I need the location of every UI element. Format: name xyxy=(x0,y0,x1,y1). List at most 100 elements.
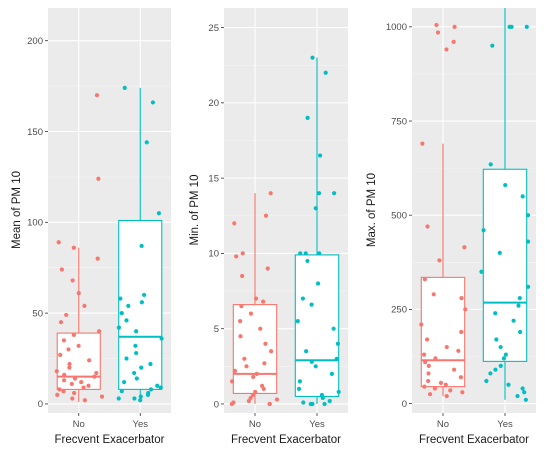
box xyxy=(232,304,278,394)
data-point xyxy=(425,224,430,229)
data-point xyxy=(116,396,121,401)
data-point xyxy=(79,380,84,385)
data-point xyxy=(506,382,511,387)
panel-2: 0 5 10 15 20 25 No Yes Frecvent Exacerbator Min. … xyxy=(189,8,348,446)
y-tick-label: 500 xyxy=(391,211,407,222)
data-point xyxy=(494,337,499,342)
data-point xyxy=(525,284,531,289)
data-point xyxy=(248,311,254,316)
data-point xyxy=(298,251,303,256)
data-point xyxy=(253,389,258,395)
data-point xyxy=(507,24,512,29)
data-point xyxy=(118,296,123,301)
box xyxy=(118,219,163,390)
data-point xyxy=(520,194,525,199)
panel-1: 0 50 100 150 200 No Yes Frecvent Exacerbator Mea… xyxy=(11,8,171,446)
y-axis-title: Mean of PM 10 xyxy=(11,171,23,249)
data-point xyxy=(498,344,503,350)
data-point xyxy=(444,47,449,52)
data-point xyxy=(156,211,162,216)
data-point xyxy=(488,162,493,167)
data-point xyxy=(426,371,431,376)
data-point xyxy=(56,240,61,245)
data-point xyxy=(145,392,151,397)
y-tick-label: 100 xyxy=(27,218,43,229)
data-point xyxy=(76,291,81,296)
data-point xyxy=(82,398,87,403)
data-point xyxy=(139,243,144,249)
data-point xyxy=(64,312,69,318)
data-point xyxy=(520,386,525,391)
data-point xyxy=(501,356,507,361)
data-point xyxy=(517,295,522,301)
data-point xyxy=(116,325,122,330)
data-point xyxy=(523,397,529,402)
data-point xyxy=(138,398,143,403)
data-point xyxy=(304,349,309,354)
data-point xyxy=(309,302,314,307)
data-point xyxy=(61,389,66,394)
data-point xyxy=(263,341,268,346)
data-point xyxy=(86,383,91,388)
data-point xyxy=(158,385,163,390)
data-point xyxy=(503,352,508,357)
y-tick-label: 150 xyxy=(27,127,43,138)
data-point xyxy=(517,329,523,335)
y-tick-label: 0 xyxy=(214,399,219,410)
x-axis-title: Frecvent Exacerbator xyxy=(419,434,529,446)
data-point xyxy=(451,39,456,45)
data-point xyxy=(332,191,337,196)
data-point xyxy=(323,70,328,75)
y-tick-label: 10 xyxy=(208,249,219,260)
data-point xyxy=(490,43,495,48)
data-point xyxy=(503,182,508,188)
data-point xyxy=(422,277,427,282)
data-point xyxy=(66,347,71,352)
data-point xyxy=(258,326,263,331)
data-point xyxy=(300,296,306,301)
data-point xyxy=(320,395,325,401)
data-point xyxy=(261,299,266,304)
data-point xyxy=(250,392,256,398)
data-point xyxy=(70,396,75,401)
data-point xyxy=(444,344,449,350)
data-point xyxy=(460,390,465,395)
data-point xyxy=(267,401,272,407)
data-point xyxy=(59,267,64,272)
x-tick-label: No xyxy=(73,419,85,430)
data-point xyxy=(516,303,521,308)
data-point xyxy=(452,367,457,372)
data-point xyxy=(419,322,424,327)
y-axis-title: Min. of PM 10 xyxy=(189,175,201,246)
plot-area xyxy=(229,55,341,407)
data-point xyxy=(459,295,464,301)
data-point xyxy=(423,360,428,365)
y-tick-label: 15 xyxy=(208,173,219,184)
data-point xyxy=(148,361,153,367)
y-tick-label: 50 xyxy=(32,308,43,319)
data-point xyxy=(420,141,425,146)
data-point xyxy=(54,369,59,374)
y-tick-label: 1000 xyxy=(386,22,407,33)
data-point xyxy=(119,389,124,394)
data-point xyxy=(122,380,127,385)
y-tick-label: 250 xyxy=(391,305,407,316)
data-point xyxy=(139,300,145,305)
data-point xyxy=(134,376,139,381)
data-point xyxy=(331,326,336,331)
panel-3: 0 250 500 750 1000 No Yes Frecvent Exacerbator M… xyxy=(366,8,536,446)
data-point xyxy=(124,318,129,323)
data-point xyxy=(141,292,147,298)
y-tick-label: 20 xyxy=(208,98,219,109)
data-point xyxy=(437,258,442,263)
data-point xyxy=(71,390,77,396)
data-point xyxy=(479,269,484,274)
data-point xyxy=(435,30,441,35)
data-point xyxy=(432,386,438,391)
x-tick-label: Yes xyxy=(309,419,325,430)
data-point xyxy=(238,319,243,324)
data-point xyxy=(322,401,327,407)
plot-area xyxy=(419,8,531,402)
data-point xyxy=(57,387,62,392)
